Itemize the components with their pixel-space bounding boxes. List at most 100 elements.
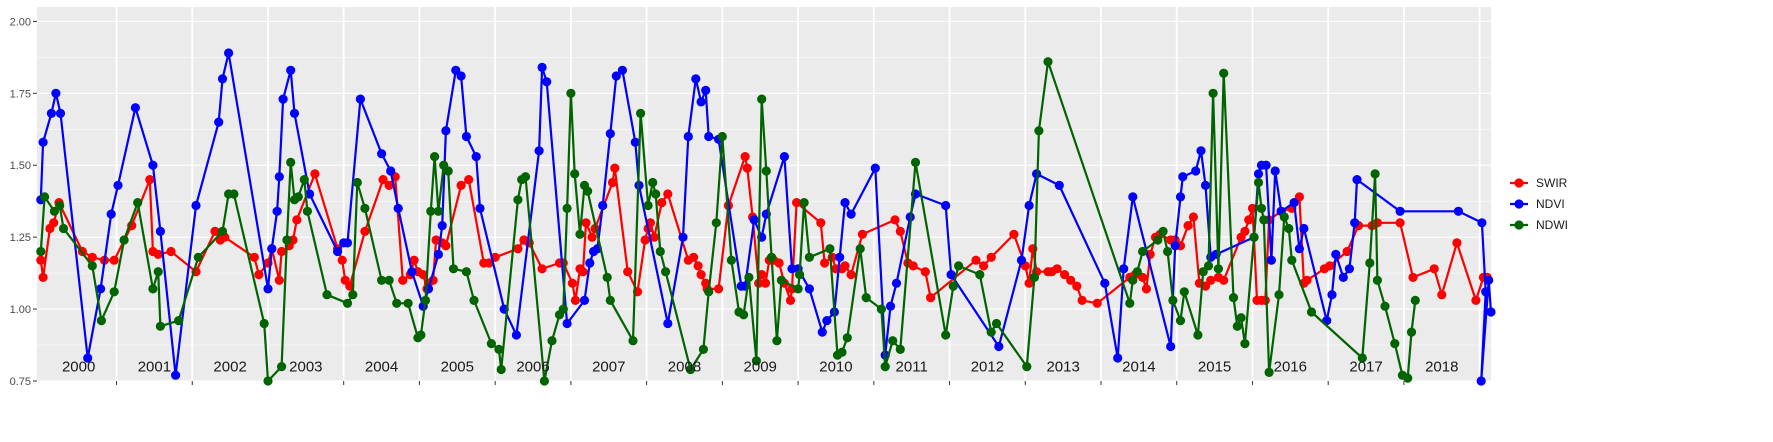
data-point (1029, 272, 1039, 282)
data-point (274, 275, 284, 285)
data-point (36, 255, 46, 265)
data-point (757, 94, 767, 104)
data-point (1034, 126, 1044, 136)
data-point (876, 304, 887, 314)
data-point (742, 163, 752, 173)
legend: SWIR NDVI NDWI (1510, 176, 1568, 232)
data-point (1477, 218, 1487, 228)
data-point (1179, 287, 1189, 297)
y-axis: 0.75 1.00 1.25 1.50 1.75 2.00 (10, 16, 37, 388)
series-line (39, 60, 1417, 383)
data-point (278, 94, 288, 104)
data-point (895, 226, 905, 236)
data-point (1024, 200, 1034, 211)
data-point (513, 244, 523, 254)
data-point (979, 261, 989, 271)
year-label: 2006 (516, 359, 549, 376)
data-point (585, 258, 595, 268)
data-point (579, 295, 590, 305)
data-point (537, 264, 547, 274)
data-point (469, 295, 479, 305)
data-point (946, 270, 956, 280)
data-point (649, 232, 659, 242)
data-point (861, 293, 871, 303)
data-point (1476, 376, 1486, 386)
data-point (661, 267, 671, 277)
data-point (461, 267, 471, 277)
data-point (286, 65, 296, 75)
data-point (1240, 339, 1250, 349)
data-point (352, 177, 362, 188)
data-point (607, 177, 618, 188)
data-point (636, 108, 646, 118)
data-point (793, 284, 803, 294)
data-point (1193, 330, 1203, 340)
data-point (441, 126, 451, 136)
data-point (971, 255, 981, 265)
data-point (171, 370, 181, 380)
data-point (691, 74, 701, 84)
data-point (575, 229, 585, 239)
data-point (714, 284, 724, 294)
data-point (1052, 264, 1062, 274)
y-tick-label: 1.00 (10, 304, 31, 316)
data-point (583, 186, 593, 196)
data-point (701, 85, 711, 95)
data-point (941, 200, 951, 211)
year-label: 2000 (62, 359, 95, 376)
data-point (885, 301, 896, 311)
data-point (416, 330, 426, 340)
data-point (299, 175, 309, 185)
data-point (655, 246, 665, 257)
data-point (1166, 341, 1176, 352)
data-point (1132, 267, 1142, 277)
year-label: 2004 (365, 359, 398, 376)
data-point (1253, 169, 1264, 179)
data-point (1390, 339, 1400, 349)
data-point (130, 103, 140, 113)
legend-label: NDVI (1536, 197, 1565, 211)
data-point (605, 129, 615, 139)
data-point (792, 198, 802, 208)
year-label: 2010 (819, 359, 852, 376)
data-point (430, 152, 440, 162)
legend-key-point (1514, 220, 1524, 230)
data-point (1338, 272, 1348, 282)
data-point (581, 218, 591, 228)
data-point (1270, 166, 1280, 176)
data-point (1261, 160, 1271, 170)
data-point (293, 192, 303, 202)
data-point (623, 267, 633, 277)
data-point (272, 206, 282, 216)
data-point (578, 267, 588, 277)
year-label: 2009 (744, 359, 777, 376)
data-point (751, 356, 762, 366)
data-point (282, 235, 292, 245)
data-point (678, 232, 688, 242)
data-point (822, 316, 832, 326)
data-point (1408, 272, 1418, 282)
year-label: 2003 (289, 359, 322, 376)
year-label: 2014 (1122, 359, 1155, 376)
data-point (1299, 223, 1309, 234)
data-point (166, 246, 176, 257)
data-point (1453, 206, 1463, 216)
data-point (392, 298, 402, 308)
data-point (310, 169, 320, 179)
data-point (1060, 270, 1070, 280)
data-point (1289, 198, 1299, 208)
data-point (817, 327, 827, 337)
series-ndwi (36, 57, 1420, 386)
data-point (384, 180, 394, 190)
data-point (443, 166, 453, 176)
data-point (986, 252, 996, 262)
data-point (360, 226, 370, 236)
data-point (663, 318, 673, 329)
data-point (888, 336, 898, 346)
year-label: 2001 (138, 359, 171, 376)
data-point (214, 117, 224, 127)
data-point (83, 353, 93, 363)
data-point (837, 347, 847, 357)
data-point (757, 270, 767, 280)
